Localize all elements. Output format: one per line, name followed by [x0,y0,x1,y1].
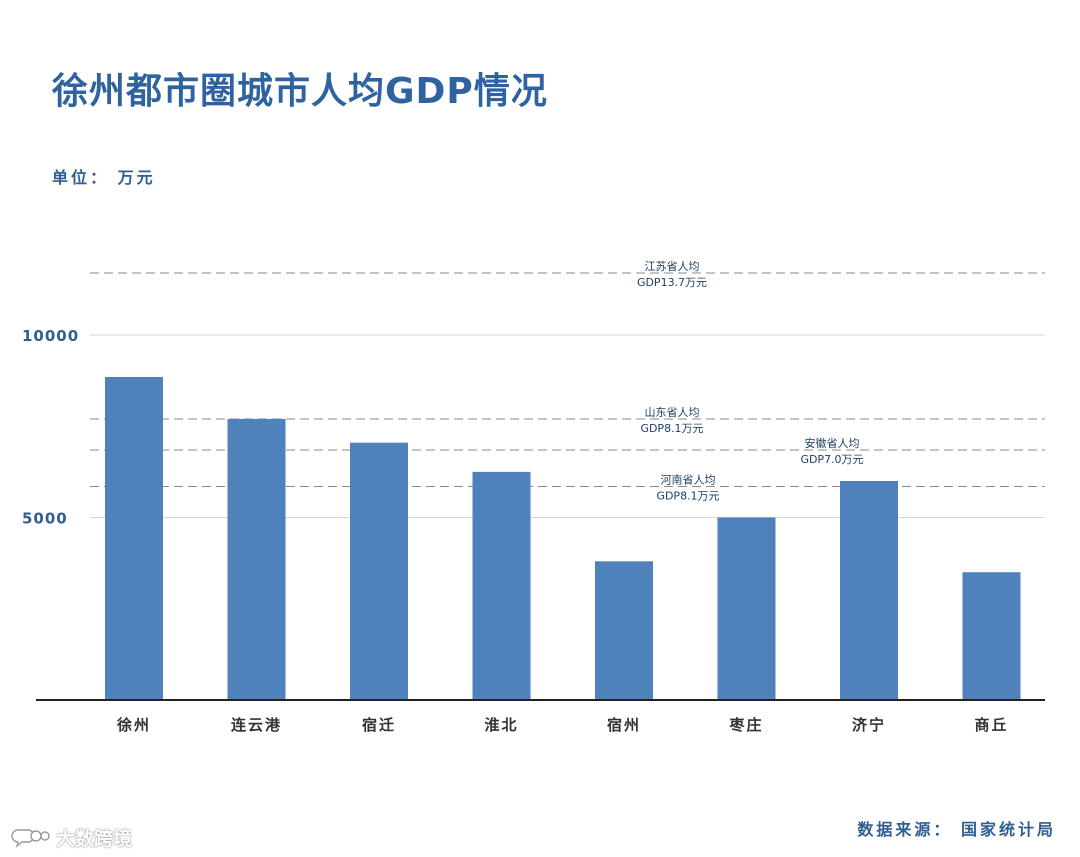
bar-宿州 [595,561,653,700]
watermark: 大数跨境 [10,824,132,851]
x-tick-label-1: 连云港 [231,716,282,734]
x-tick-label-7: 商丘 [974,716,1008,734]
x-tick-label-2: 宿迁 [362,716,396,734]
bar-枣庄 [717,517,776,700]
reference-label-line1-3: 河南省人均 [661,473,716,486]
x-tick-label-4: 宿州 [607,716,641,734]
y-tick-label-0: 5000 [22,510,68,528]
reference-label-line1-0: 江苏省人均 [645,260,700,273]
reference-label-line1-1: 山东省人均 [645,406,700,419]
bars [105,376,1021,700]
x-tick-label-0: 徐州 [116,716,151,734]
bar-济宁 [840,481,898,700]
bar-商丘 [962,572,1021,700]
bar-连云港 [227,418,286,700]
reference-label-line2-2: GDP7.0万元 [800,453,863,466]
reference-label-line1-2: 安徽省人均 [805,436,860,450]
bar-徐州 [105,376,163,700]
y-tick-label-1: 10000 [22,327,79,345]
reference-label-line2-3: GDP8.1万元 [656,489,719,502]
reference-label-line2-0: GDP13.7万元 [637,276,707,289]
x-tick-label-6: 济宁 [852,716,886,734]
bar-宿迁 [350,442,408,700]
x-tick-label-3: 淮北 [484,716,518,734]
labels: 5000 10000 徐州 连云港 宿迁 淮北 宿州 枣庄 济宁 商丘 江苏省人均 GDP13.7万元… [22,260,1008,734]
bar-淮北 [472,471,531,700]
reference-label-line2-1: GDP8.1万元 [640,422,703,435]
watermark-text: 大数跨境 [56,828,133,850]
speech-bubble-logo-icon [11,828,50,848]
chart-title: 徐州都市圈城市人均GDP情况 [52,71,548,112]
data-source: 数据来源： 国家统计局 [857,820,1056,839]
x-tick-label-5: 枣庄 [728,716,763,734]
unit-label: 单位： 万元 [52,168,156,187]
